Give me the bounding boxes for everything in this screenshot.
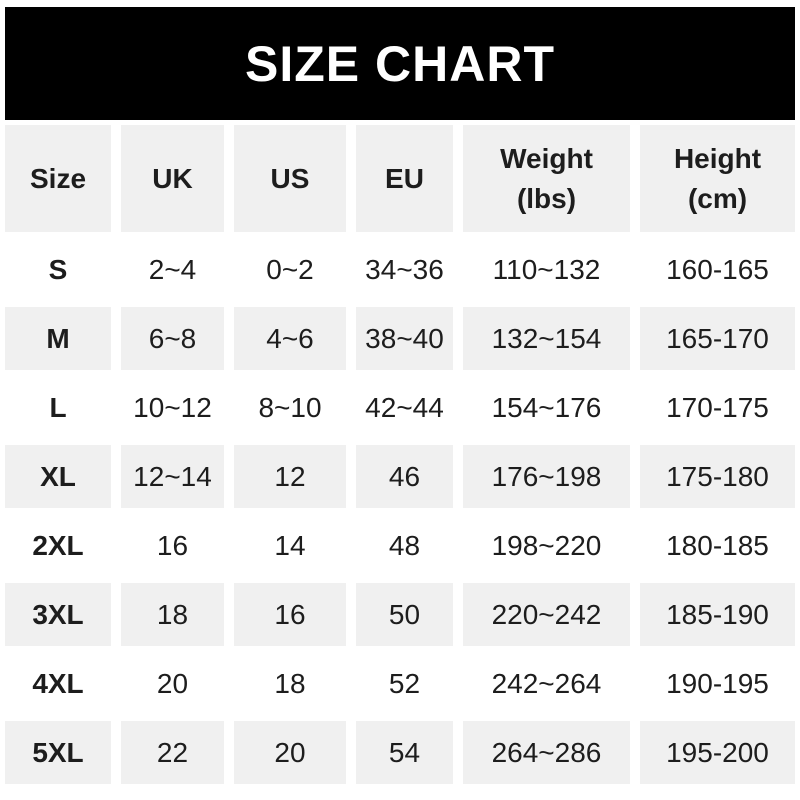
cell-eu: 52 bbox=[388, 667, 421, 699]
cell-weight: 242~264 bbox=[491, 667, 602, 699]
cell-us: 20 bbox=[234, 721, 346, 784]
column-header-weight: Weight (lbs) bbox=[463, 125, 630, 232]
cell-weight: 264~286 bbox=[463, 721, 630, 784]
cell-weight: 154~176 bbox=[491, 391, 602, 423]
column-header-uk: UK bbox=[121, 125, 224, 232]
cell-us: 18 bbox=[274, 667, 306, 699]
cell-us: 16 bbox=[234, 583, 346, 646]
cell-weight: 198~220 bbox=[491, 529, 602, 561]
cell-us: 8~10 bbox=[258, 391, 322, 423]
table-row-3xl: 3XL 18 16 50 220~242 185-190 bbox=[5, 583, 795, 646]
cell-size: 2XL bbox=[32, 529, 84, 561]
column-header-eu: EU bbox=[356, 125, 453, 232]
cell-height: 170-175 bbox=[666, 391, 769, 423]
cell-height: 180-185 bbox=[666, 529, 769, 561]
cell-size: 3XL bbox=[5, 583, 111, 646]
table-row-xl: XL 12~14 12 46 176~198 175-180 bbox=[5, 445, 795, 508]
cell-uk: 22 bbox=[121, 721, 224, 784]
cell-eu: 38~40 bbox=[356, 307, 453, 370]
cell-eu: 34~36 bbox=[365, 253, 444, 285]
column-header-us: US bbox=[234, 125, 346, 232]
cell-uk: 20 bbox=[156, 667, 189, 699]
cell-eu: 48 bbox=[388, 529, 421, 561]
cell-uk: 16 bbox=[156, 529, 189, 561]
page-title: SIZE CHART bbox=[245, 35, 555, 92]
cell-height: 195-200 bbox=[640, 721, 795, 784]
cell-uk: 18 bbox=[121, 583, 224, 646]
cell-size: L bbox=[49, 391, 67, 423]
size-chart-banner: SIZE CHART bbox=[5, 7, 795, 120]
table-row-l: L 10~12 8~10 42~44 154~176 170-175 bbox=[5, 376, 795, 439]
cell-size: 4XL bbox=[32, 667, 84, 699]
cell-height: 185-190 bbox=[640, 583, 795, 646]
cell-us: 0~2 bbox=[266, 253, 314, 285]
cell-eu: 42~44 bbox=[365, 391, 444, 423]
column-header-size: Size bbox=[5, 125, 111, 232]
cell-uk: 12~14 bbox=[121, 445, 224, 508]
cell-us: 4~6 bbox=[234, 307, 346, 370]
cell-eu: 54 bbox=[356, 721, 453, 784]
table-row-m: M 6~8 4~6 38~40 132~154 165-170 bbox=[5, 307, 795, 370]
column-header-height: Height (cm) bbox=[640, 125, 795, 232]
table-row-s: S 2~4 0~2 34~36 110~132 160-165 bbox=[5, 238, 795, 301]
cell-weight: 132~154 bbox=[463, 307, 630, 370]
cell-weight: 176~198 bbox=[463, 445, 630, 508]
cell-uk: 2~4 bbox=[148, 253, 197, 285]
cell-height: 165-170 bbox=[640, 307, 795, 370]
cell-uk: 6~8 bbox=[121, 307, 224, 370]
size-table: Size UK US EU Weight (lbs) Height (cm) S… bbox=[5, 125, 795, 784]
cell-size: XL bbox=[5, 445, 111, 508]
table-row-5xl: 5XL 22 20 54 264~286 195-200 bbox=[5, 721, 795, 784]
cell-height: 175-180 bbox=[640, 445, 795, 508]
cell-weight: 110~132 bbox=[492, 253, 601, 285]
cell-size: 5XL bbox=[5, 721, 111, 784]
cell-us: 14 bbox=[274, 529, 306, 561]
cell-eu: 50 bbox=[356, 583, 453, 646]
cell-weight: 220~242 bbox=[463, 583, 630, 646]
cell-height: 160-165 bbox=[666, 253, 769, 285]
cell-size: M bbox=[5, 307, 111, 370]
cell-us: 12 bbox=[234, 445, 346, 508]
table-row-4xl: 4XL 20 18 52 242~264 190-195 bbox=[5, 652, 795, 715]
cell-eu: 46 bbox=[356, 445, 453, 508]
table-header-row: Size UK US EU Weight (lbs) Height (cm) bbox=[5, 125, 795, 232]
cell-size: S bbox=[48, 253, 68, 285]
cell-height: 190-195 bbox=[666, 667, 769, 699]
table-row-2xl: 2XL 16 14 48 198~220 180-185 bbox=[5, 514, 795, 577]
cell-uk: 10~12 bbox=[133, 391, 212, 423]
